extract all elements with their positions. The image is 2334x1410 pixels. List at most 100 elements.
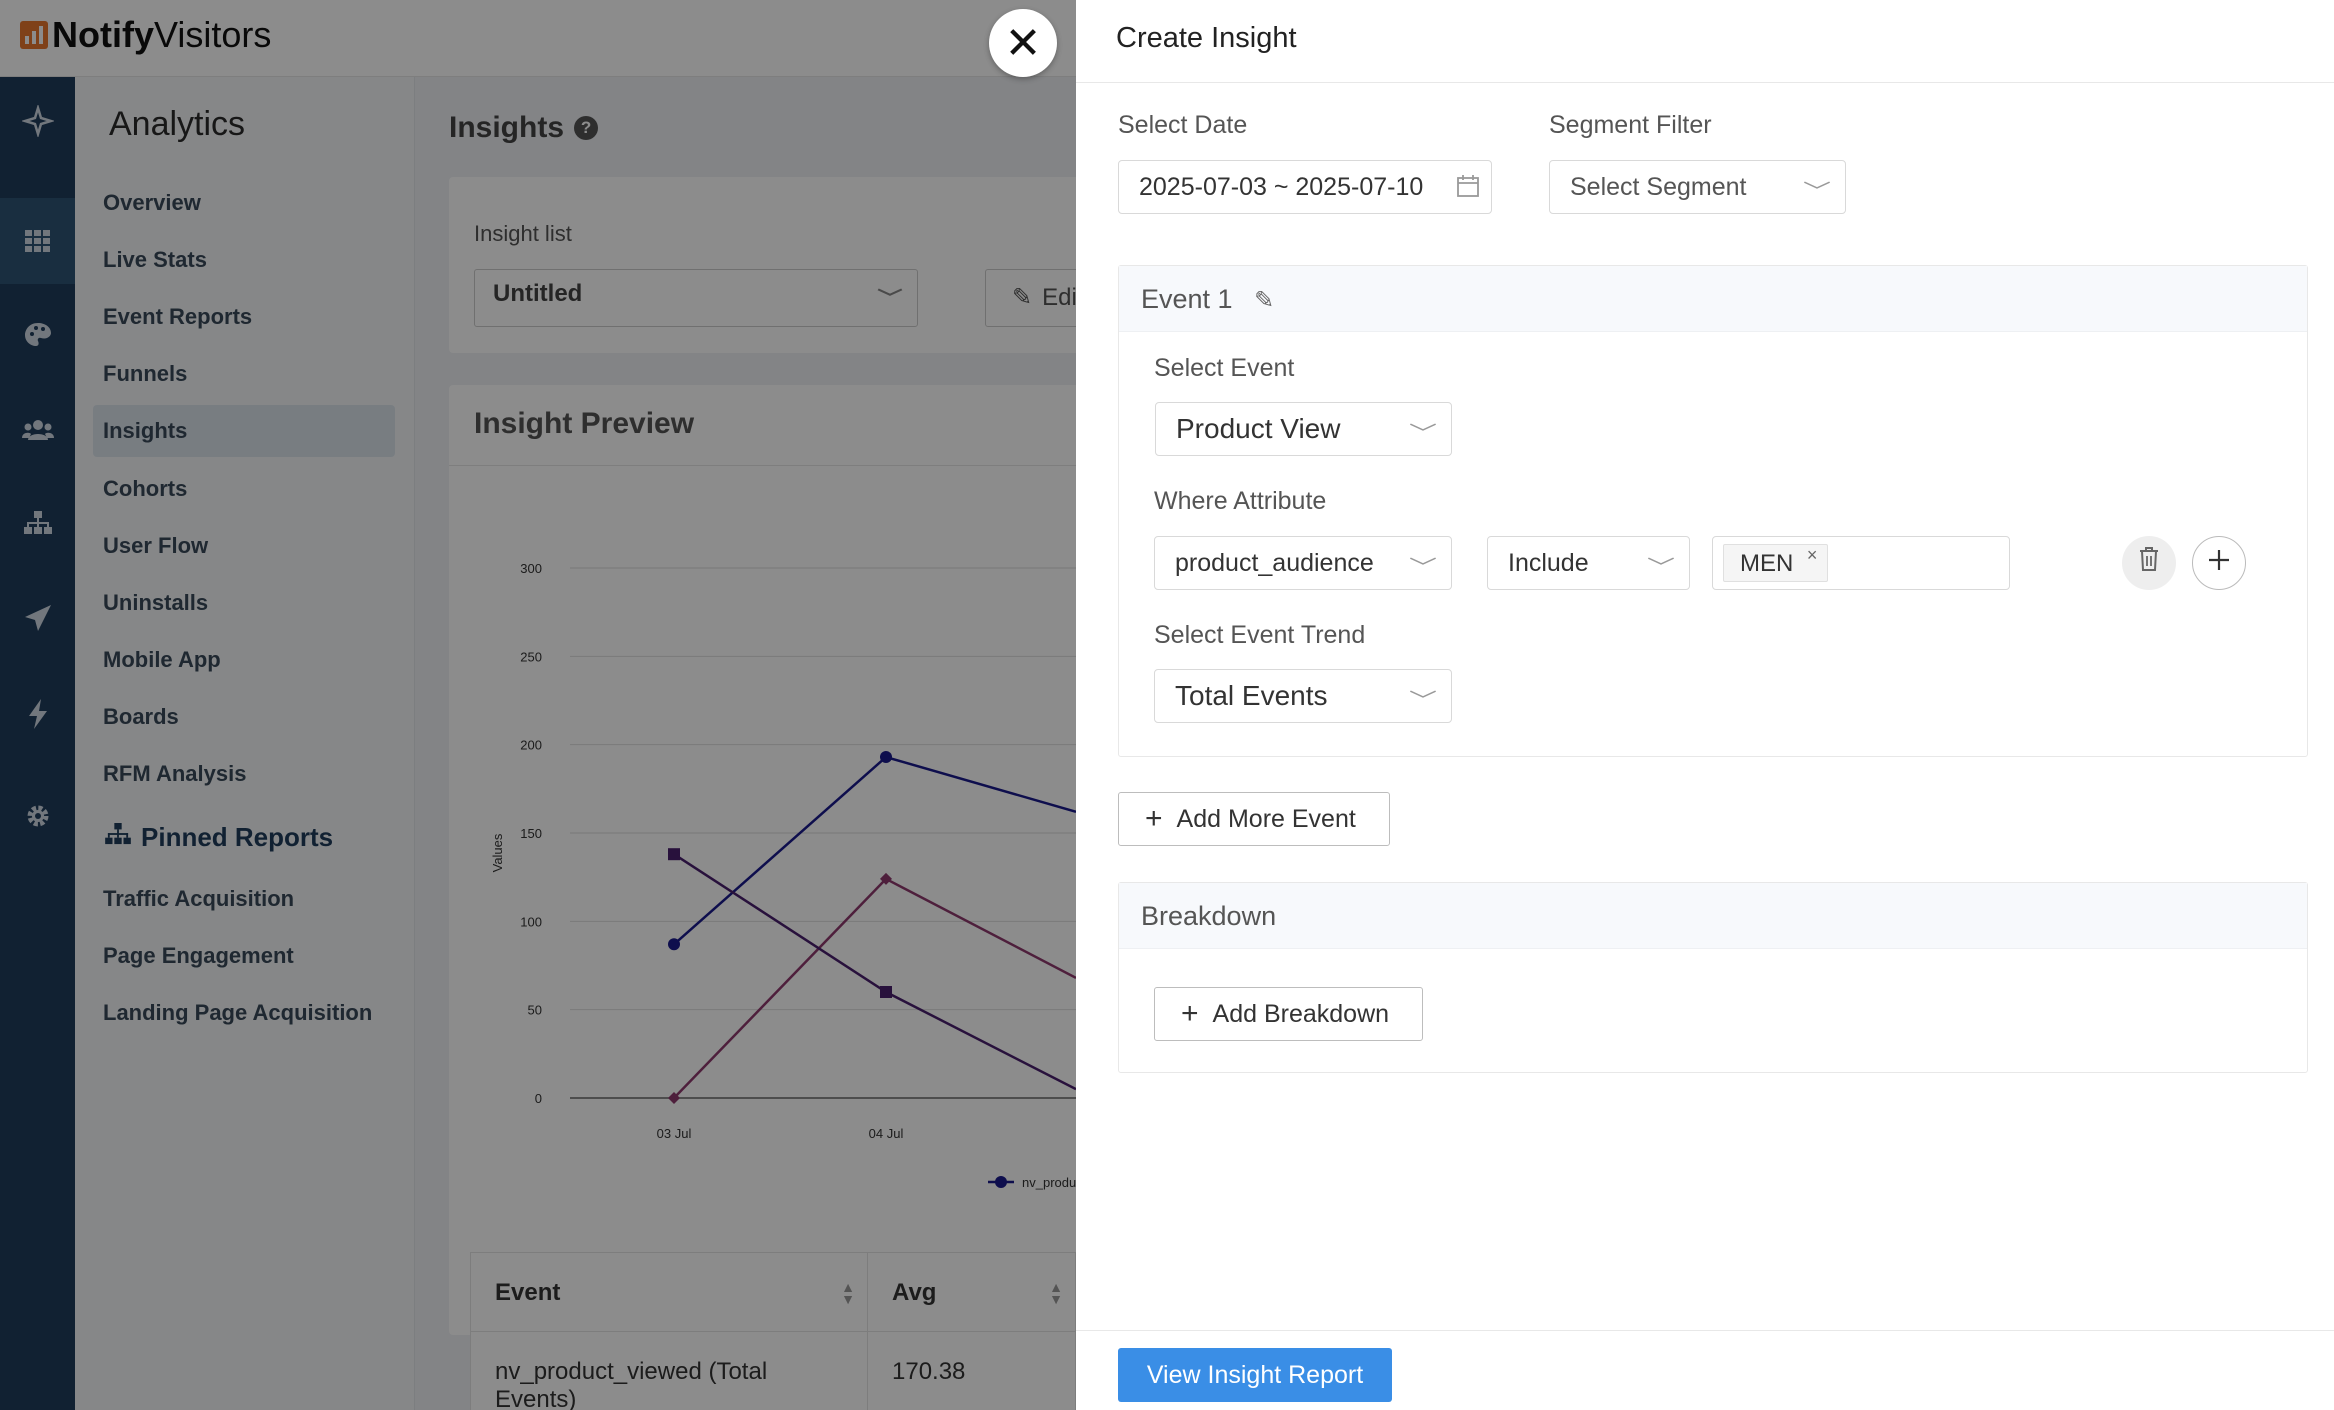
calendar-icon — [1457, 174, 1479, 205]
logo-chart-icon — [20, 21, 48, 49]
palette-icon[interactable] — [0, 292, 75, 378]
attribute-select[interactable]: product_audience ﹀ — [1154, 536, 1452, 590]
grid-icon[interactable] — [0, 198, 75, 284]
send-icon[interactable] — [0, 575, 75, 661]
y-axis-label: Values — [490, 833, 505, 872]
event-select[interactable]: Product View ﹀ — [1155, 402, 1452, 456]
data-point — [880, 872, 892, 885]
view-insight-report-button[interactable]: View Insight Report — [1118, 1348, 1392, 1402]
chevron-down-icon: ﹀ — [1409, 423, 1437, 445]
y-tick-label: 50 — [528, 1003, 542, 1018]
select-event-trend-label: Select Event Trend — [1154, 621, 1366, 649]
tag-men: MEN × — [1723, 544, 1829, 582]
add-breakdown-button[interactable]: + Add Breakdown — [1154, 987, 1423, 1041]
subnav-item-cohorts[interactable]: Cohorts — [103, 476, 188, 501]
x-tick-label: 04 Jul — [869, 1126, 904, 1141]
subnav-item-boards[interactable]: Boards — [103, 704, 179, 729]
icon-rail — [0, 77, 75, 1410]
table-cell-event: nv_product_viewed (Total Events) — [470, 1331, 868, 1410]
trash-icon — [2138, 546, 2160, 580]
subnav-item-uninstalls[interactable]: Uninstalls — [103, 590, 209, 615]
analytics-subnav: Analytics Overview Live Stats Event Repo… — [75, 77, 415, 1410]
logo-text-bold: Notify — [52, 14, 154, 55]
subnav-item-rfm-analysis[interactable]: RFM Analysis — [103, 761, 247, 786]
sparkle-icon[interactable] — [0, 78, 75, 164]
operator-select[interactable]: Include ﹀ — [1487, 536, 1690, 590]
pencil-icon: ✎ — [1012, 284, 1033, 311]
insight-list-select[interactable]: Untitled ﹀ — [474, 269, 918, 327]
chevron-down-icon: ﹀ — [1409, 557, 1437, 579]
subnav-item-insights[interactable]: Insights — [93, 405, 395, 457]
delete-condition-button[interactable] — [2122, 536, 2176, 590]
data-point — [880, 986, 892, 998]
close-drawer-button[interactable]: ✕ — [989, 9, 1057, 77]
attribute-value-tags-input[interactable]: MEN × — [1712, 536, 2010, 590]
gear-icon[interactable] — [0, 773, 75, 859]
drawer-title: Create Insight — [1116, 22, 1297, 54]
sort-icon: ▲ ▼ — [841, 1279, 855, 1307]
plus-icon: + — [1181, 997, 1199, 1030]
modal-backdrop[interactable] — [0, 0, 1076, 1410]
legend-marker — [995, 1176, 1007, 1188]
data-point — [668, 1092, 680, 1104]
subnav-item-funnels[interactable]: Funnels — [103, 361, 188, 386]
table-header-event[interactable]: Event ▲ ▼ — [470, 1252, 868, 1332]
y-tick-label: 200 — [520, 738, 542, 753]
pinned-reports-heading: Pinned Reports — [105, 822, 333, 853]
sitemap-icon — [105, 823, 131, 852]
edit-event-name-icon[interactable]: ✎ — [1254, 287, 1275, 314]
y-tick-label: 250 — [520, 649, 542, 664]
bolt-icon[interactable] — [0, 671, 75, 757]
subnav-item-live-stats[interactable]: Live Stats — [103, 247, 207, 272]
help-icon[interactable]: ? — [574, 116, 599, 140]
subnav-item-event-reports[interactable]: Event Reports — [103, 304, 253, 329]
y-tick-label: 150 — [520, 826, 542, 841]
breakdown-section: Breakdown + Add Breakdown — [1118, 882, 2308, 1073]
chevron-down-icon: ﹀ — [877, 288, 903, 308]
subnav-item-mobile-app[interactable]: Mobile App — [103, 647, 221, 672]
table-header-avg[interactable]: Avg ▲ ▼ — [867, 1252, 1076, 1332]
subnav-title: Analytics — [109, 105, 246, 143]
page-title: Insights ? — [449, 111, 599, 145]
insight-preview-title: Insight Preview — [474, 407, 695, 440]
y-tick-label: 0 — [535, 1091, 542, 1106]
add-more-event-button[interactable]: + Add More Event — [1118, 792, 1390, 846]
data-point — [668, 938, 680, 951]
chevron-down-icon: ﹀ — [1647, 557, 1675, 579]
pinned-item-traffic-acquisition[interactable]: Traffic Acquisition — [103, 886, 295, 911]
sitemap-icon[interactable] — [0, 480, 75, 566]
y-tick-label: 100 — [520, 914, 542, 929]
event-1-section: Event 1 ✎ Select Event Product View ﹀ Wh… — [1118, 265, 2308, 757]
plus-icon — [2207, 546, 2231, 580]
logo[interactable]: NotifyVisitors — [20, 14, 271, 56]
plus-icon: + — [1145, 802, 1163, 835]
table-cell-avg: 170.38 — [867, 1331, 1076, 1410]
data-point — [668, 848, 680, 861]
sort-icon: ▲ ▼ — [1049, 1279, 1063, 1307]
segment-select[interactable]: Select Segment ﹀ — [1549, 160, 1846, 214]
legend-label: nv_produ — [1022, 1175, 1076, 1190]
select-event-label: Select Event — [1154, 354, 1295, 382]
where-attribute-label: Where Attribute — [1154, 487, 1327, 515]
remove-tag-icon[interactable]: × — [1806, 545, 1818, 565]
pinned-item-page-engagement[interactable]: Page Engagement — [103, 943, 294, 968]
users-icon[interactable] — [0, 387, 75, 473]
pinned-item-landing-page-acquisition[interactable]: Landing Page Acquisition — [103, 1000, 373, 1025]
create-insight-drawer: Create Insight Select Date 2025-07-03 ~ … — [1076, 0, 2334, 1410]
event-trend-select[interactable]: Total Events ﹀ — [1154, 669, 1452, 723]
close-icon: ✕ — [1004, 17, 1042, 69]
insight-line-chart: 0 50 100 150 200 250 300 Values 03 Jul 04 Jul nv_p… — [490, 561, 1076, 1190]
x-tick-label: 03 Jul — [657, 1126, 692, 1141]
select-date-label: Select Date — [1118, 111, 1248, 139]
date-range-picker[interactable]: 2025-07-03 ~ 2025-07-10 — [1118, 160, 1492, 214]
subnav-item-overview[interactable]: Overview — [103, 190, 201, 215]
breakdown-title: Breakdown — [1141, 901, 1277, 931]
insight-list-label: Insight list — [474, 221, 572, 246]
logo-text-rest: Visitors — [154, 14, 272, 55]
event-title: Event 1 — [1141, 284, 1233, 314]
chevron-down-icon: ﹀ — [1409, 690, 1437, 712]
subnav-item-user-flow[interactable]: User Flow — [103, 533, 209, 558]
y-tick-label: 300 — [520, 561, 542, 576]
add-condition-button[interactable] — [2192, 536, 2246, 590]
segment-filter-label: Segment Filter — [1549, 111, 1712, 139]
